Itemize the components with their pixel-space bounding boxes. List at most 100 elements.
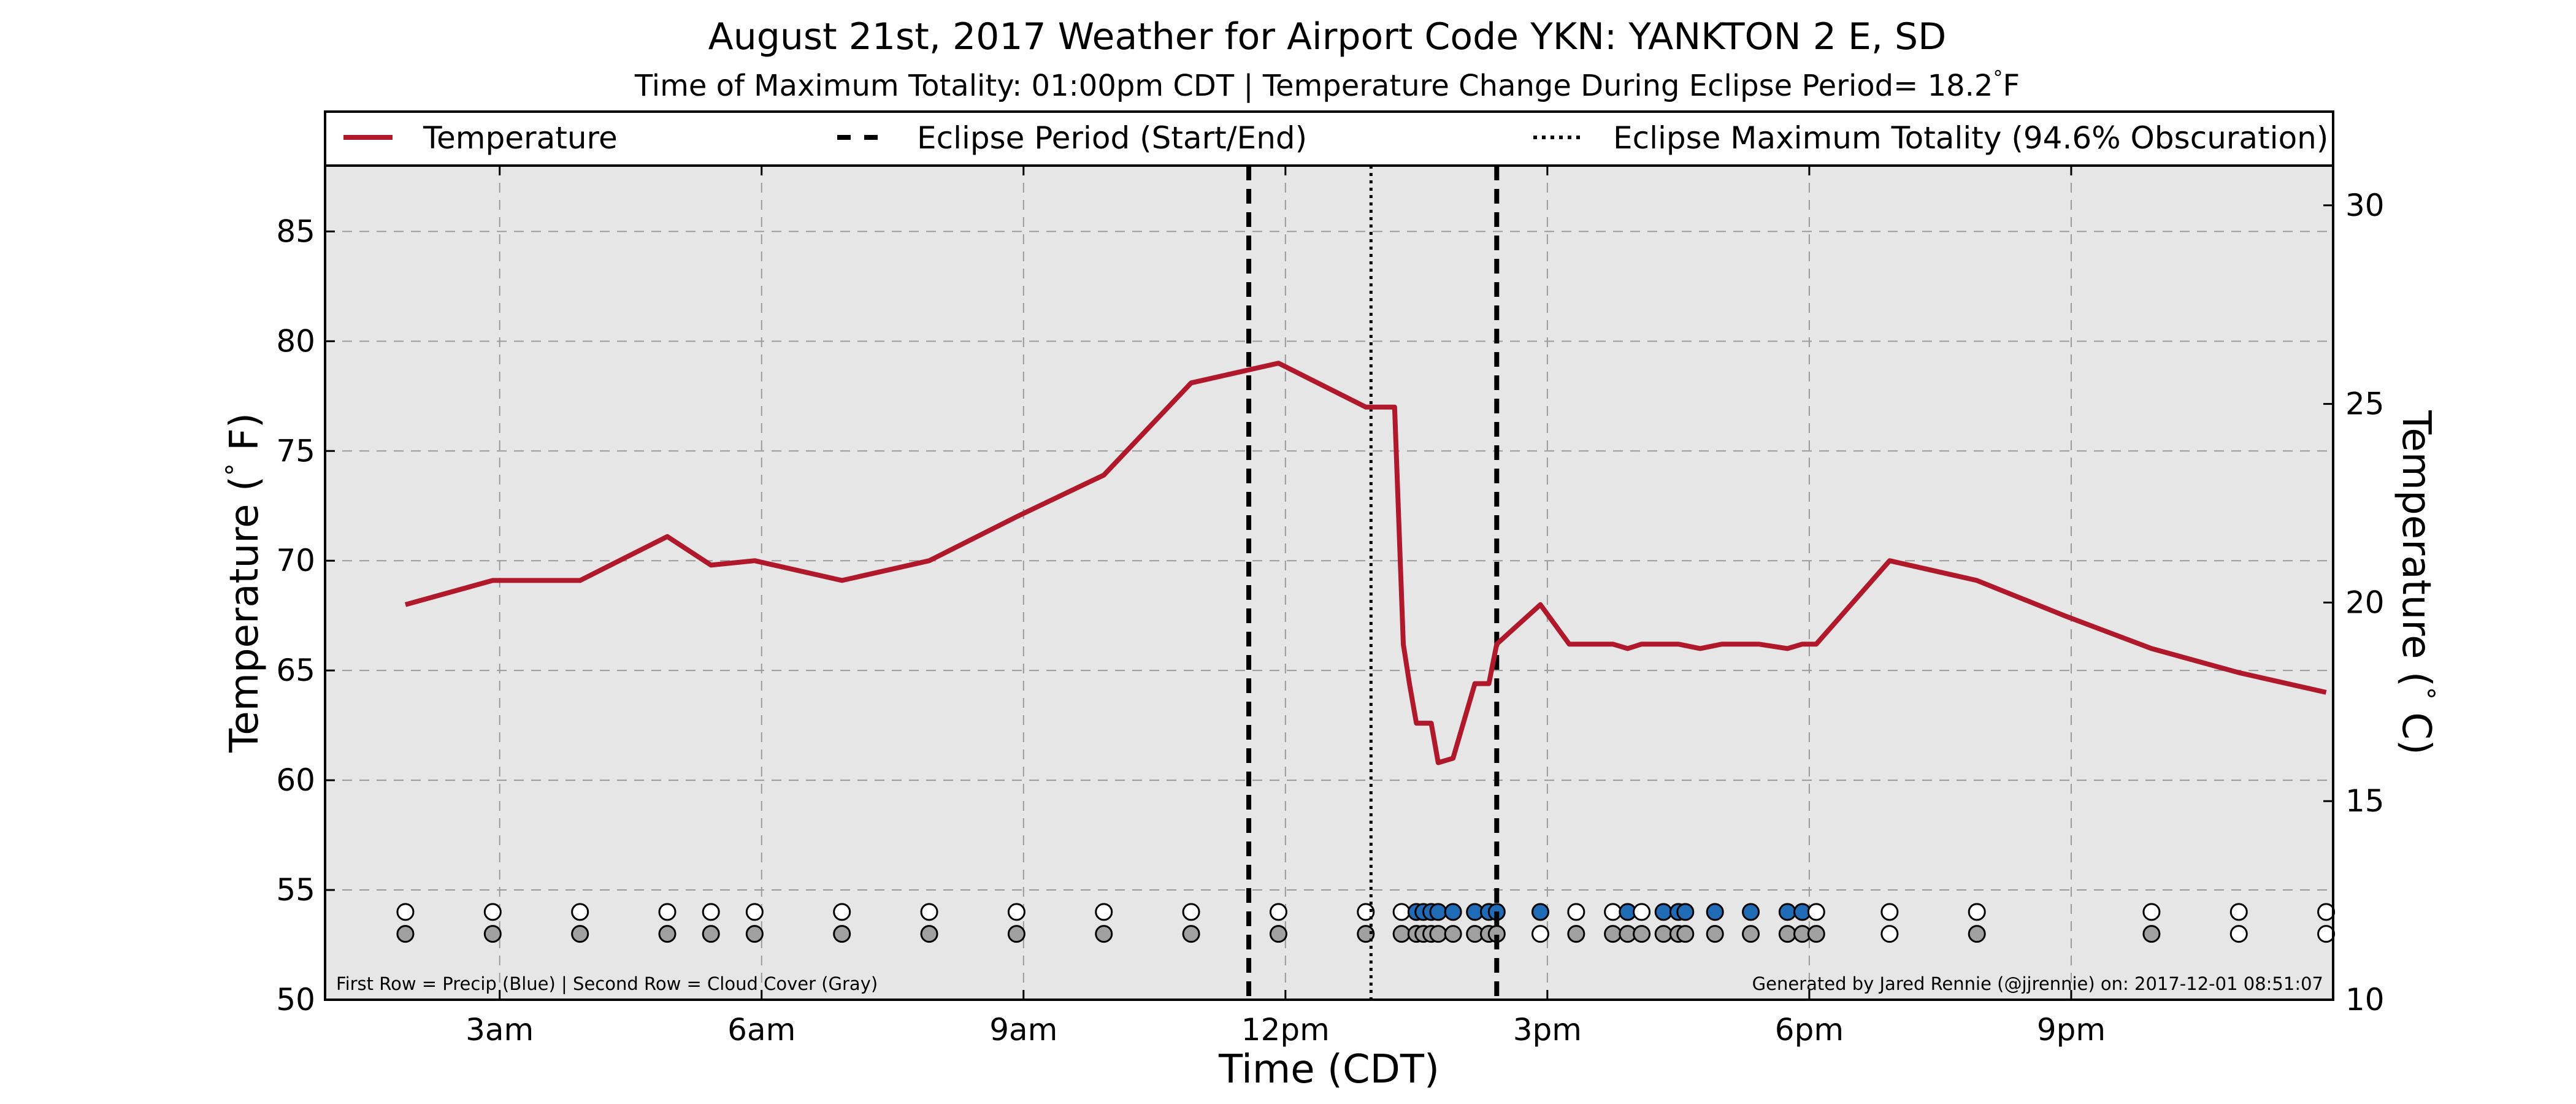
y-tick-label: 55 [276, 872, 315, 908]
x-axis-label: Time (CDT) [1218, 1047, 1439, 1092]
cloud-cover-marker [1269, 925, 1287, 943]
precip-marker [920, 903, 938, 921]
legend-label-temperature: Temperature [423, 120, 618, 156]
x-tick-label: 9am [989, 1012, 1057, 1048]
precip-marker [1706, 903, 1724, 921]
precip-marker [1095, 903, 1113, 921]
cloud-cover-marker [1654, 925, 1673, 943]
credit-note: Generated by Jared Rennie (@jjrennie) on… [1752, 973, 2323, 994]
precip-marker [1742, 903, 1760, 921]
precip-marker [658, 903, 677, 921]
precip-marker [1269, 903, 1287, 921]
x-tick-label: 12pm [1241, 1012, 1330, 1048]
precip-marker [571, 903, 589, 921]
temperature-series-line [404, 361, 2327, 765]
legend-label-eclipse-period: Eclipse Period (Start/End) [917, 120, 1307, 156]
cloud-cover-marker [2317, 925, 2336, 943]
precip-marker [1778, 903, 1796, 921]
cloud-cover-marker [2229, 925, 2248, 943]
cloud-cover-marker [1182, 925, 1200, 943]
precip-marker [1007, 903, 1025, 921]
cloud-cover-marker [745, 925, 764, 943]
y2-tick-label: 15 [2345, 783, 2385, 819]
cloud-cover-marker [1742, 925, 1760, 943]
cloud-cover-marker [1444, 925, 1462, 943]
cloud-cover-marker [702, 925, 720, 943]
cloud-cover-marker [2142, 925, 2161, 943]
cloud-cover-marker [571, 925, 589, 943]
chart-subtitle: Time of Maximum Totality: 01:00pm CDT | … [634, 66, 2020, 103]
cloud-cover-marker [1778, 925, 1796, 943]
y-tick-label: 70 [276, 543, 315, 578]
cloud-cover-marker [1807, 925, 1825, 943]
cloud-cover-marker [1429, 925, 1447, 943]
cloud-cover-marker [1880, 925, 1899, 943]
y-tick-label: 85 [276, 213, 315, 249]
plot-area [325, 166, 2333, 1000]
precip-marker [745, 903, 764, 921]
precip-marker [1807, 903, 1825, 921]
cloud-cover-marker [1706, 925, 1724, 943]
y2-tick-label: 20 [2345, 585, 2385, 620]
chart-title: August 21st, 2017 Weather for Airport Co… [708, 15, 1947, 58]
y-tick-label: 75 [276, 433, 315, 469]
cloud-cover-marker [1357, 925, 1375, 943]
y-axis-ticks: 50 55 60 65 70 75 80 85 [276, 213, 335, 1018]
precip-marker [1357, 903, 1375, 921]
y2-axis-label: Temperature (° C) [2393, 410, 2440, 755]
cloud-cover-marker [1968, 925, 1986, 943]
cloud-cover-marker [1095, 925, 1113, 943]
y-tick-label: 60 [276, 762, 315, 798]
precip-marker [1968, 903, 1986, 921]
y2-tick-label: 25 [2345, 386, 2385, 422]
precip-marker [1392, 903, 1411, 921]
cloud-cover-marker [833, 925, 851, 943]
precip-marker [1531, 903, 1549, 921]
precip-marker [833, 903, 851, 921]
legend-box [324, 110, 2334, 167]
precip-marker [1444, 903, 1462, 921]
cloud-cover-marker [1633, 925, 1651, 943]
precip-marker [2229, 903, 2248, 921]
x-tick-label: 6pm [1775, 1012, 1844, 1048]
precip-marker [396, 903, 415, 921]
cloud-cover-marker [1567, 925, 1585, 943]
legend-label-maximum-totality: Eclipse Maximum Totality (94.6% Obscurat… [1613, 120, 2328, 156]
precip-marker [1633, 903, 1651, 921]
x-tick-label: 3am [466, 1012, 534, 1048]
x-tick-label: 6am [727, 1012, 795, 1048]
precip-marker [1567, 903, 1585, 921]
precip-marker [1604, 903, 1622, 921]
cloud-cover-marker [1392, 925, 1411, 943]
cloud-cover-marker [658, 925, 677, 943]
precip-marker [1880, 903, 1899, 921]
precip-marker [483, 903, 502, 921]
y-gridlines [325, 231, 2333, 891]
x-tick-label: 9pm [2037, 1012, 2106, 1048]
y-axis-label: Temperature (° F) [220, 413, 267, 753]
precip-marker [702, 903, 720, 921]
cloud-cover-marker [1604, 925, 1622, 943]
cloud-cover-marker [396, 925, 415, 943]
cloud-cover-marker [1007, 925, 1025, 943]
precip-marker [2142, 903, 2161, 921]
x-tick-label: 3pm [1513, 1012, 1582, 1048]
precip-marker [1429, 903, 1447, 921]
precip-marker [1182, 903, 1200, 921]
rows-note: First Row = Precip (Blue) | Second Row =… [336, 973, 878, 994]
y-tick-label: 80 [276, 323, 315, 359]
x-axis-ticks: 3am 6am 9am 12pm 3pm 6pm 9pm [466, 166, 2106, 1048]
cloud-cover-marker [483, 925, 502, 943]
cloud-cover-marker [1531, 925, 1549, 943]
y-tick-label: 65 [276, 653, 315, 688]
y2-tick-label: 10 [2345, 982, 2385, 1018]
precip-marker [2317, 903, 2336, 921]
y2-tick-label: 30 [2345, 188, 2385, 223]
y2-axis-ticks: 10 15 20 25 30 [2323, 188, 2385, 1018]
precip-marker [1654, 903, 1673, 921]
y-tick-label: 50 [276, 982, 315, 1018]
x-gridlines [499, 166, 2072, 1000]
cloud-cover-marker [1676, 925, 1695, 943]
cloud-cover-marker [920, 925, 938, 943]
